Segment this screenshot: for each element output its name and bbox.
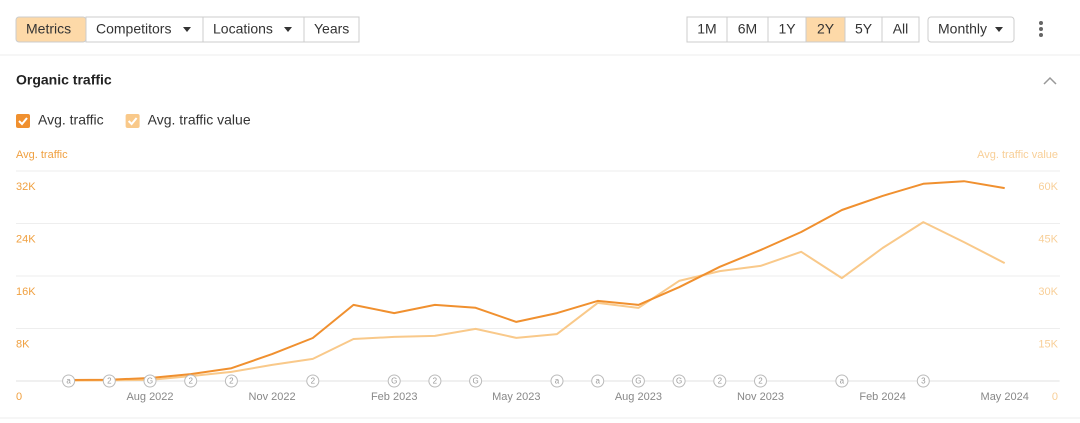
more-menu[interactable] xyxy=(1039,21,1043,37)
interval-dropdown[interactable] xyxy=(927,16,1015,43)
event-marker-label: a xyxy=(555,377,560,386)
event-marker[interactable] xyxy=(550,374,564,388)
event-marker-label: 3 xyxy=(921,377,926,386)
series-line xyxy=(68,221,1006,382)
event-marker-label: G xyxy=(635,377,641,386)
y2-tick-label: 30K xyxy=(1038,286,1058,298)
event-marker[interactable] xyxy=(469,374,483,388)
event-marker[interactable] xyxy=(835,374,849,388)
event-marker-label: 2 xyxy=(188,377,193,386)
event-marker[interactable] xyxy=(143,374,157,388)
y2-tick-label: 60K xyxy=(1038,181,1058,193)
tab-label: Metrics xyxy=(26,21,71,37)
event-marker-label: a xyxy=(595,377,600,386)
x-tick-label: Aug 2022 xyxy=(126,391,173,403)
event-marker-label: G xyxy=(472,377,478,386)
dropdown-arrow xyxy=(183,27,191,32)
range-button[interactable] xyxy=(881,16,920,43)
event-marker[interactable] xyxy=(62,374,76,388)
event-marker-label: 2 xyxy=(229,377,234,386)
x-tick-label: Aug 2023 xyxy=(615,391,662,403)
event-marker-label: 2 xyxy=(311,377,316,386)
range-label: 2Y xyxy=(817,21,835,37)
y-tick-label: 8K xyxy=(16,338,30,350)
x-tick-label: Feb 2023 xyxy=(371,391,417,403)
legend-checkbox[interactable] xyxy=(125,114,140,128)
section-title: Organic traffic xyxy=(16,72,112,88)
legend-label: Avg. traffic value xyxy=(148,112,251,128)
x-tick-label: Nov 2022 xyxy=(249,391,296,403)
y2-tick-label: 45K xyxy=(1038,233,1058,245)
event-marker[interactable] xyxy=(672,374,686,388)
range-button[interactable] xyxy=(767,16,807,43)
x-tick-label: May 2024 xyxy=(981,391,1029,403)
event-marker[interactable] xyxy=(428,374,442,388)
y-axis-title: Avg. traffic xyxy=(16,149,68,161)
y2-tick-label: 15K xyxy=(1038,338,1058,350)
tab-button[interactable] xyxy=(85,16,204,43)
tab-button[interactable] xyxy=(303,16,360,43)
x-tick-label: Feb 2024 xyxy=(859,391,905,403)
event-marker-label: 2 xyxy=(758,377,763,386)
event-marker[interactable] xyxy=(713,374,727,388)
event-marker[interactable] xyxy=(916,374,930,388)
event-marker[interactable] xyxy=(387,374,401,388)
event-marker[interactable] xyxy=(306,374,320,388)
x-tick-label: May 2023 xyxy=(492,391,540,403)
y-tick-label: 32K xyxy=(16,181,36,193)
event-marker-label: 2 xyxy=(433,377,438,386)
range-button[interactable] xyxy=(686,16,728,43)
range-label: 6M xyxy=(738,21,757,37)
check-mark xyxy=(127,117,138,126)
event-marker[interactable] xyxy=(184,374,198,388)
range-label: 1Y xyxy=(778,21,796,37)
event-marker[interactable] xyxy=(224,374,238,388)
y-tick-label: 0 xyxy=(16,391,22,403)
check-mark xyxy=(18,117,28,126)
event-marker-label: a xyxy=(840,377,845,386)
event-marker[interactable] xyxy=(631,374,645,388)
series-line xyxy=(68,180,1005,381)
event-marker-label: 2 xyxy=(107,377,112,386)
legend-label: Avg. traffic xyxy=(38,112,104,128)
range-button[interactable] xyxy=(726,16,769,43)
event-marker-label: G xyxy=(147,377,153,386)
event-marker[interactable] xyxy=(754,374,767,388)
y2-axis-title: Avg. traffic value xyxy=(977,149,1058,161)
range-label: 1M xyxy=(697,21,716,37)
event-marker-label: 2 xyxy=(718,377,723,386)
legend-checkbox[interactable] xyxy=(16,114,30,128)
event-marker[interactable] xyxy=(102,374,116,388)
x-tick-label: Nov 2023 xyxy=(737,391,784,403)
tab-label: Locations xyxy=(213,21,273,37)
range-label: 5Y xyxy=(855,21,873,37)
event-marker-label: a xyxy=(66,377,71,386)
dropdown-arrow xyxy=(284,27,292,32)
y-tick-label: 24K xyxy=(16,233,36,245)
interval-label: Monthly xyxy=(938,21,987,37)
tab-label: Years xyxy=(314,21,349,37)
event-marker[interactable] xyxy=(591,374,605,388)
y2-tick-label: 0 xyxy=(1052,391,1058,403)
collapse-icon[interactable] xyxy=(1043,76,1057,85)
range-label: All xyxy=(893,21,909,37)
tab-label: Competitors xyxy=(96,21,171,37)
y-tick-label: 16K xyxy=(16,286,36,298)
event-marker-label: G xyxy=(391,377,397,386)
event-marker-label: G xyxy=(676,377,682,386)
dropdown-arrow xyxy=(995,27,1003,32)
